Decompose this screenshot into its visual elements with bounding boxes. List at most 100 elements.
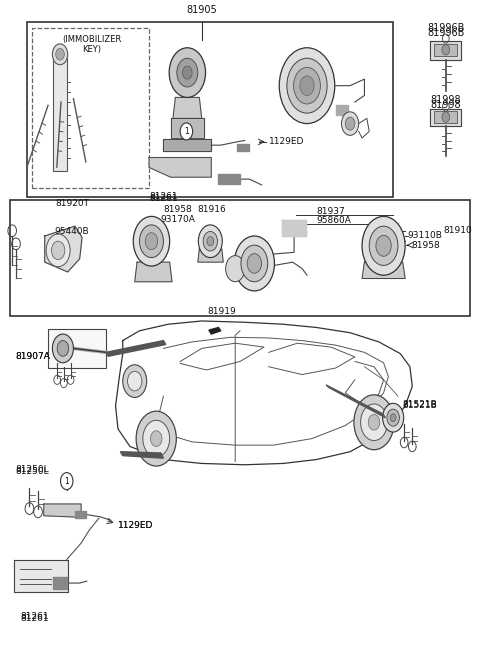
- Circle shape: [123, 365, 147, 398]
- Circle shape: [279, 48, 335, 124]
- Polygon shape: [362, 262, 405, 278]
- Circle shape: [376, 235, 391, 256]
- Circle shape: [145, 233, 157, 250]
- Text: 81937: 81937: [317, 207, 345, 215]
- Circle shape: [362, 216, 405, 275]
- Bar: [53, 56, 67, 171]
- Circle shape: [182, 66, 192, 79]
- Circle shape: [369, 226, 398, 265]
- Polygon shape: [209, 328, 221, 334]
- Circle shape: [52, 44, 68, 65]
- Polygon shape: [218, 174, 240, 183]
- Text: 81907A: 81907A: [15, 352, 50, 361]
- Circle shape: [294, 67, 321, 104]
- Circle shape: [390, 414, 396, 422]
- Bar: [32, 28, 149, 188]
- Text: KEY): KEY): [82, 45, 101, 54]
- Circle shape: [198, 225, 222, 257]
- Polygon shape: [163, 140, 211, 151]
- Text: 81521B: 81521B: [403, 402, 437, 411]
- Text: 81250L: 81250L: [15, 467, 48, 476]
- Text: 81919: 81919: [207, 307, 236, 316]
- Circle shape: [136, 411, 176, 466]
- Text: 1: 1: [64, 477, 69, 485]
- Circle shape: [151, 431, 162, 447]
- Circle shape: [383, 403, 404, 432]
- Text: 1129ED: 1129ED: [118, 521, 153, 530]
- Polygon shape: [170, 119, 204, 138]
- Circle shape: [133, 216, 169, 266]
- Polygon shape: [282, 219, 306, 236]
- Polygon shape: [237, 145, 249, 151]
- Circle shape: [247, 253, 262, 273]
- Polygon shape: [326, 385, 385, 418]
- Polygon shape: [44, 504, 81, 517]
- Circle shape: [203, 231, 217, 251]
- Text: 81958: 81958: [411, 240, 440, 250]
- Bar: [10, 200, 470, 316]
- Circle shape: [360, 404, 387, 441]
- Circle shape: [368, 415, 380, 430]
- Circle shape: [51, 241, 65, 259]
- Bar: [27, 22, 393, 197]
- Circle shape: [442, 112, 450, 122]
- Polygon shape: [120, 452, 163, 458]
- Circle shape: [177, 58, 198, 87]
- Polygon shape: [135, 262, 172, 282]
- Text: 81916: 81916: [197, 206, 226, 214]
- Polygon shape: [106, 341, 166, 356]
- Circle shape: [128, 371, 142, 391]
- Circle shape: [60, 473, 73, 489]
- Text: 81521B: 81521B: [403, 400, 437, 409]
- Text: 81998: 81998: [431, 95, 461, 105]
- Text: 1129ED: 1129ED: [269, 138, 304, 146]
- Polygon shape: [173, 98, 202, 119]
- Circle shape: [387, 409, 399, 426]
- Text: 81998: 81998: [431, 100, 461, 110]
- Polygon shape: [14, 559, 68, 592]
- Circle shape: [140, 225, 163, 257]
- Circle shape: [52, 334, 73, 363]
- Circle shape: [57, 341, 69, 356]
- Circle shape: [287, 58, 327, 113]
- Circle shape: [341, 112, 359, 136]
- Circle shape: [442, 45, 450, 55]
- Polygon shape: [198, 249, 223, 262]
- Text: 81250L: 81250L: [15, 466, 48, 474]
- Text: 81996B: 81996B: [427, 23, 465, 33]
- Circle shape: [46, 234, 70, 267]
- Text: 93170A: 93170A: [160, 215, 195, 224]
- Polygon shape: [149, 158, 211, 177]
- Circle shape: [300, 76, 314, 96]
- Text: 81261: 81261: [149, 193, 178, 202]
- Circle shape: [234, 236, 275, 291]
- Circle shape: [56, 48, 64, 60]
- Text: 81910: 81910: [444, 226, 472, 235]
- Bar: [48, 329, 106, 368]
- Polygon shape: [75, 510, 86, 518]
- Text: 95440B: 95440B: [54, 227, 89, 236]
- Circle shape: [143, 421, 169, 457]
- Text: 1129ED: 1129ED: [118, 521, 153, 530]
- Text: 81920T: 81920T: [56, 198, 89, 208]
- Polygon shape: [336, 105, 348, 115]
- Text: 81907A: 81907A: [15, 352, 50, 362]
- Text: 81958: 81958: [163, 206, 192, 214]
- Text: (IMMOBILIZER: (IMMOBILIZER: [62, 35, 121, 45]
- Circle shape: [226, 255, 245, 282]
- Circle shape: [345, 117, 355, 130]
- Text: 81261: 81261: [20, 614, 48, 623]
- Polygon shape: [430, 109, 461, 126]
- Polygon shape: [45, 226, 82, 272]
- Text: 95860A: 95860A: [317, 216, 351, 225]
- Circle shape: [207, 236, 214, 246]
- Polygon shape: [53, 577, 67, 589]
- Text: 93110B: 93110B: [408, 231, 443, 240]
- Circle shape: [169, 48, 205, 98]
- Text: 81905: 81905: [186, 5, 217, 15]
- Circle shape: [354, 395, 394, 450]
- Text: 81261: 81261: [149, 192, 178, 201]
- Text: 81996B: 81996B: [427, 28, 465, 39]
- Polygon shape: [430, 41, 461, 60]
- Circle shape: [241, 245, 268, 282]
